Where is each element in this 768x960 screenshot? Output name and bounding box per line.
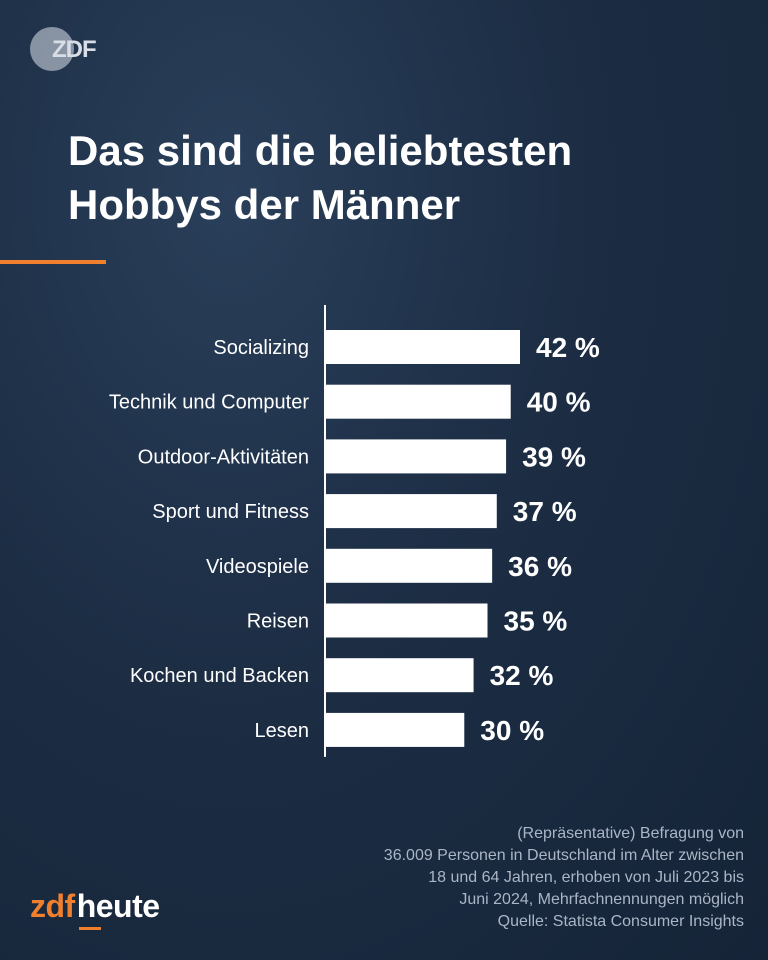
- source-footnote: (Repräsentative) Befragung von 36.009 Per…: [284, 823, 744, 933]
- value-label: 42 %: [536, 332, 600, 363]
- value-label: 36 %: [508, 551, 572, 582]
- footnote-line: Juni 2024, Mehrfachnennungen möglich: [459, 891, 744, 908]
- category-label: Lesen: [255, 720, 310, 742]
- footnote-line: 18 und 64 Jahren, erhoben von Juli 2023 …: [428, 869, 744, 886]
- chart-title-line2: Hobbys der Männer: [68, 181, 461, 228]
- zdfheute-logo: zdfheute: [30, 888, 160, 925]
- footnote-line: (Repräsentative) Befragung von: [517, 825, 744, 842]
- value-label: 32 %: [490, 660, 554, 691]
- category-label: Sport und Fitness: [152, 501, 309, 523]
- value-label: 37 %: [513, 496, 577, 527]
- value-label: 30 %: [480, 715, 544, 746]
- category-label: Reisen: [247, 611, 309, 633]
- category-label: Socializing: [213, 337, 309, 359]
- footnote-line: 36.009 Personen in Deutschland im Alter …: [383, 847, 744, 864]
- footnote-line: Quelle: Statista Consumer Insights: [497, 913, 744, 930]
- bar: [325, 384, 511, 419]
- bar: [325, 658, 474, 693]
- category-label: Technik und Computer: [109, 392, 309, 414]
- bar: [325, 548, 493, 583]
- chart-title: Das sind die beliebtesten Hobbys der Män…: [68, 124, 728, 232]
- bar: [325, 330, 520, 364]
- value-label: 39 %: [522, 441, 586, 472]
- bar: [325, 494, 497, 529]
- category-label: Videospiele: [206, 556, 309, 578]
- bar: [325, 712, 465, 747]
- brand-heute-text: heute: [76, 888, 160, 924]
- title-accent-rule: [0, 260, 106, 264]
- brand-zdf-text: zdf: [30, 888, 75, 924]
- bar: [325, 439, 507, 474]
- value-label: 35 %: [504, 606, 568, 637]
- chart-title-line1: Das sind die beliebtesten: [68, 127, 573, 174]
- bar: [325, 603, 488, 638]
- category-label: Kochen und Backen: [130, 665, 309, 687]
- value-label: 40 %: [527, 387, 591, 418]
- category-label: Outdoor-Aktivitäten: [138, 446, 309, 468]
- zdf-logo-icon: [30, 27, 74, 71]
- zdf-logo-text: ZDF: [52, 36, 97, 63]
